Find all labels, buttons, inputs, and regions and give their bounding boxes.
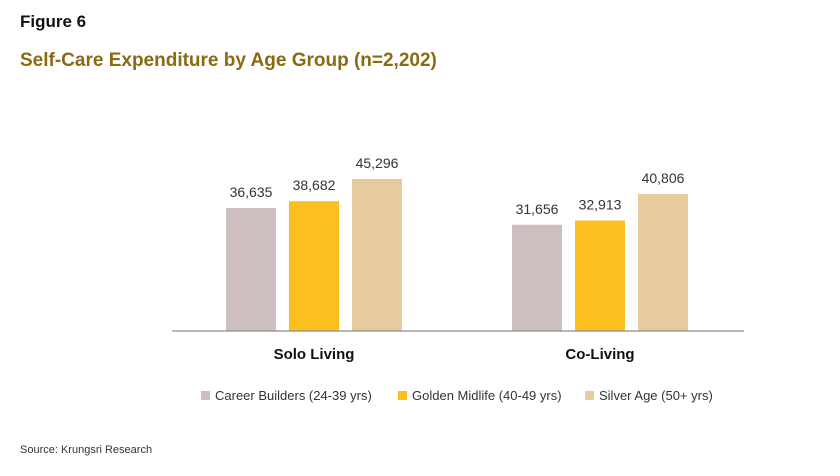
bar-co-1	[575, 220, 625, 331]
bars-group	[226, 179, 688, 331]
bar-solo-1	[289, 201, 339, 331]
legend-label: Golden Midlife (40-49 yrs)	[412, 388, 562, 403]
value-label: 38,682	[293, 177, 336, 193]
legend-label: Career Builders (24-39 yrs)	[215, 388, 372, 403]
legend: Career Builders (24-39 yrs) Golden Midlif…	[201, 388, 713, 403]
bar-co-0	[512, 224, 562, 331]
category-label: Solo Living	[274, 346, 355, 363]
value-label: 32,913	[579, 197, 622, 213]
legend-swatch	[398, 391, 407, 400]
category-labels-group: Solo Living Co-Living	[274, 346, 635, 363]
category-label: Co-Living	[565, 346, 634, 363]
bar-solo-0	[226, 208, 276, 331]
value-label: 45,296	[356, 155, 399, 171]
legend-label: Silver Age (50+ yrs)	[599, 388, 713, 403]
chart-title: Self-Care Expenditure by Age Group (n=2,…	[20, 50, 437, 71]
figure-label: Figure 6	[20, 12, 87, 31]
legend-swatch	[585, 391, 594, 400]
value-label: 40,806	[642, 170, 685, 186]
bar-co-2	[638, 194, 688, 331]
value-label: 31,656	[516, 201, 559, 217]
source-note: Source: Krungsri Research	[20, 444, 153, 456]
value-labels-group: 36,635 38,682 45,296 31,656 32,913 40,806	[230, 155, 685, 217]
value-label: 36,635	[230, 184, 273, 200]
legend-swatch	[201, 391, 210, 400]
bar-solo-2	[352, 179, 402, 331]
